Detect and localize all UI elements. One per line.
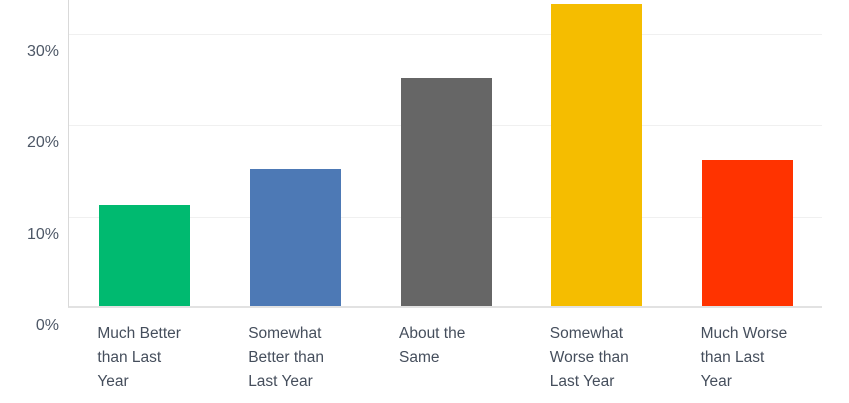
bar-much-worse-than-last-year[interactable] — [702, 159, 794, 306]
bar-much-better-than-last-year[interactable] — [98, 205, 190, 306]
gridline-30 — [69, 33, 822, 35]
y-tick-label-0: 0% — [35, 317, 59, 334]
bar-somewhat-better-than-last-year[interactable] — [249, 168, 341, 306]
x-category-cell: About the Same — [371, 322, 522, 394]
x-category-label-3: About the Same — [398, 325, 466, 366]
bar-somewhat-worse-than-last-year[interactable] — [551, 4, 643, 306]
x-category-cell: Somewhat Better than Last Year — [220, 322, 371, 394]
x-category-label-1: Much Better than Last Year — [97, 325, 181, 390]
bar-about-the-same[interactable] — [400, 77, 492, 306]
x-category-label-2: Somewhat Better than Last Year — [248, 325, 325, 390]
plot-area — [68, 0, 822, 308]
y-tick-label-10: 10% — [26, 225, 59, 243]
y-tick-label-20: 20% — [26, 134, 59, 152]
y-tick-label-30: 30% — [26, 42, 59, 60]
x-category-cell: Much Better than Last Year — [69, 322, 220, 394]
x-axis: Much Better than Last Year Somewhat Bette… — [69, 322, 823, 394]
x-category-cell: Much Worse than Last Year — [672, 322, 823, 394]
x-category-label-4: Somewhat Worse than Last Year — [549, 325, 629, 390]
x-category-cell: Somewhat Worse than Last Year — [521, 322, 672, 394]
x-category-label-5: Much Worse than Last Year — [700, 325, 788, 390]
